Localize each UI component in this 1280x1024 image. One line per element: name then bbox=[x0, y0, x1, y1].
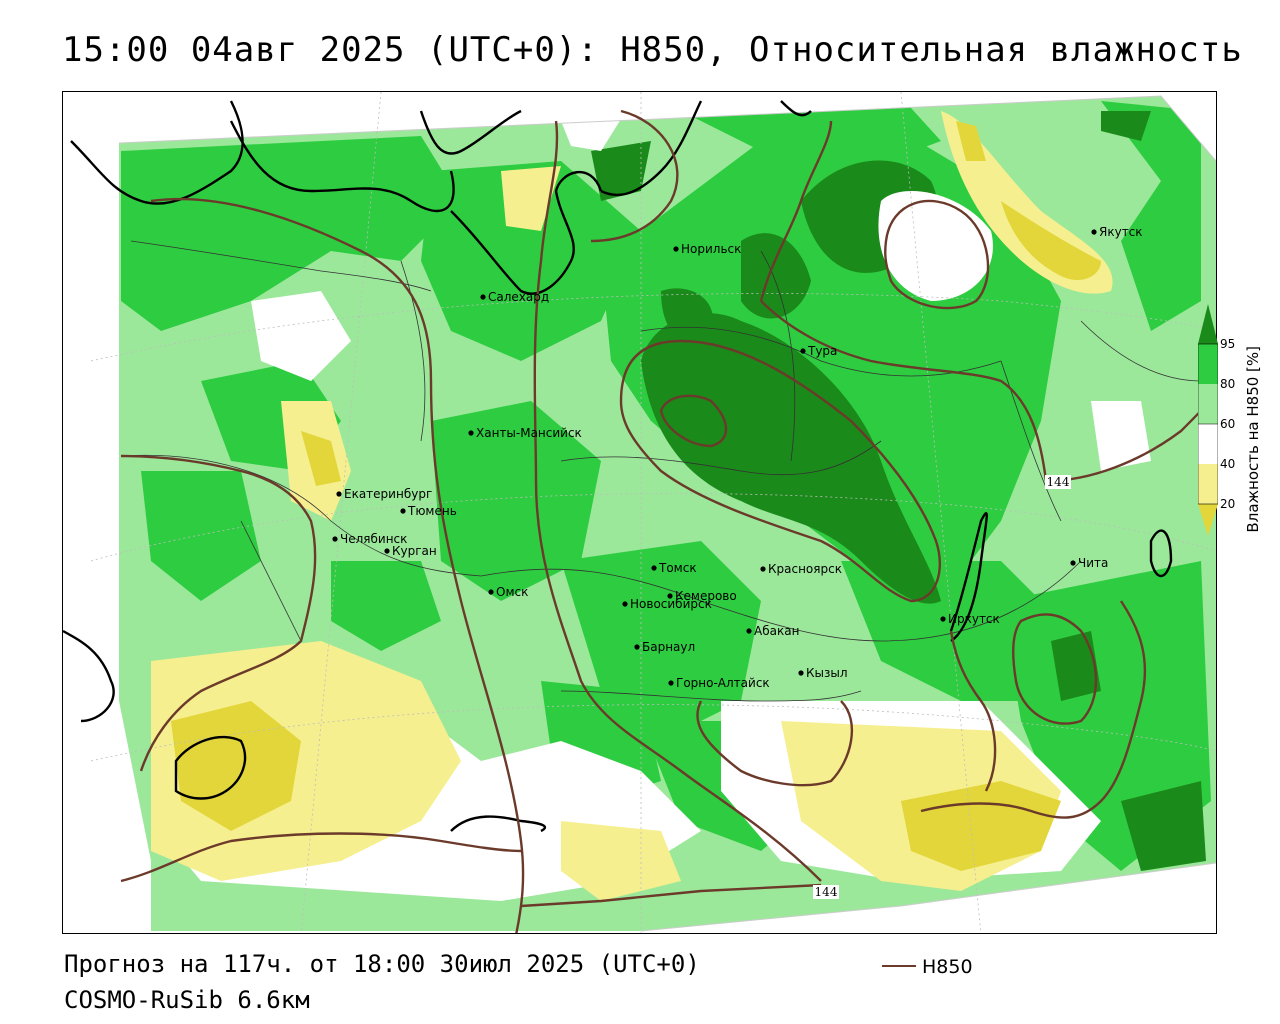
city-label: Кемерово bbox=[675, 589, 737, 603]
graticule bbox=[90, 92, 1216, 933]
city-dot bbox=[336, 491, 342, 497]
city-label: Томск bbox=[658, 561, 697, 575]
city-label: Тюмень bbox=[407, 504, 457, 518]
city-marker[interactable]: Челябинск bbox=[332, 532, 407, 546]
city-label: Иркутск bbox=[948, 612, 1000, 626]
h850-contours bbox=[120, 109, 1216, 933]
colorbar bbox=[1198, 304, 1218, 536]
city-label: Екатеринбург bbox=[344, 487, 432, 501]
contour-label: 144 bbox=[815, 885, 838, 899]
city-marker[interactable]: Ханты-Мансийск bbox=[468, 426, 582, 440]
city-label: Челябинск bbox=[340, 532, 407, 546]
contour-label-bg bbox=[813, 885, 839, 899]
city-label: Чита bbox=[1078, 556, 1108, 570]
model-info: COSMO-RuSib 6.6км bbox=[64, 986, 310, 1014]
city-marker[interactable]: Екатеринбург bbox=[336, 487, 432, 501]
city-dot bbox=[746, 628, 752, 634]
colorbar-title: Влажность на H850 [%] bbox=[1244, 346, 1262, 533]
colorbar-tick-40: 40 bbox=[1220, 457, 1236, 471]
city-dot bbox=[651, 565, 657, 571]
city-label: Тура bbox=[807, 344, 837, 358]
city-marker[interactable]: Норильск bbox=[673, 242, 741, 256]
city-label: Горно-Алтайск bbox=[676, 676, 770, 690]
colorbar-tick-60: 60 bbox=[1220, 417, 1236, 431]
city-dot bbox=[384, 548, 390, 554]
contour-swatch bbox=[882, 965, 916, 967]
forecast-info: Прогноз на 117ч. от 18:00 30июл 2025 (UT… bbox=[64, 950, 700, 978]
city-label: Новосибирск bbox=[630, 597, 712, 611]
city-label: Ханты-Мансийск bbox=[476, 426, 582, 440]
city-dot bbox=[332, 536, 338, 542]
city-label: Кызыл bbox=[806, 666, 848, 680]
city-label: Салехард bbox=[488, 290, 549, 304]
city-dot bbox=[400, 508, 406, 514]
city-marker[interactable]: Горно-Алтайск bbox=[668, 676, 770, 690]
city-dot bbox=[940, 616, 946, 622]
city-dot bbox=[1091, 229, 1097, 235]
admin-boundaries bbox=[120, 240, 1202, 702]
city-marker[interactable]: Курган bbox=[384, 544, 437, 558]
humidity-field bbox=[119, 96, 1216, 931]
city-marker[interactable]: Тура bbox=[800, 344, 837, 358]
city-label: Якутск bbox=[1099, 225, 1143, 239]
city-marker[interactable]: Красноярск bbox=[760, 562, 842, 576]
city-label: Норильск bbox=[681, 242, 741, 256]
weather-map[interactable]: 144 144 Якутск Норильск Салехард Тура Ханты-М… bbox=[62, 91, 1217, 934]
city-marker[interactable]: Томск bbox=[651, 561, 697, 575]
city-dot bbox=[668, 680, 674, 686]
page-title: 15:00 04авг 2025 (UTC+0): H850, Относите… bbox=[62, 30, 1243, 70]
city-group: Якутск Норильск Салехард Тура Ханты-Мансийск… bbox=[332, 225, 1143, 690]
contour-legend-label: H850 bbox=[922, 956, 973, 978]
city-label: Омск bbox=[496, 585, 528, 599]
coastlines bbox=[63, 100, 1173, 833]
city-dot bbox=[622, 601, 628, 607]
city-dot bbox=[488, 589, 494, 595]
city-marker[interactable]: Тюмень bbox=[400, 504, 457, 518]
city-dot bbox=[468, 430, 474, 436]
city-marker[interactable]: Салехард bbox=[480, 290, 549, 304]
city-label: Курган bbox=[392, 544, 437, 558]
city-marker[interactable]: Кызыл bbox=[798, 666, 848, 680]
city-label: Барнаул bbox=[642, 640, 695, 654]
city-dot bbox=[800, 348, 806, 354]
city-dot bbox=[673, 246, 679, 252]
colorbar-tick-80: 80 bbox=[1220, 377, 1236, 391]
city-marker[interactable]: Новосибирск bbox=[622, 597, 712, 611]
contour-legend: H850 bbox=[882, 956, 1280, 980]
city-marker[interactable]: Чита bbox=[1070, 556, 1108, 570]
city-dot bbox=[480, 294, 486, 300]
city-marker[interactable]: Абакан bbox=[746, 624, 799, 638]
city-label: Красноярск bbox=[768, 562, 842, 576]
city-dot bbox=[1070, 560, 1076, 566]
contour-label-group: 144 144 bbox=[813, 475, 1071, 899]
city-dot bbox=[798, 670, 804, 676]
city-marker[interactable]: Якутск bbox=[1091, 225, 1143, 239]
city-marker[interactable]: Иркутск bbox=[940, 612, 1000, 626]
colorbar-tick-95: 95 bbox=[1220, 337, 1236, 351]
contour-label-bg bbox=[1045, 475, 1071, 489]
city-dot bbox=[667, 593, 673, 599]
city-label: Абакан bbox=[754, 624, 799, 638]
city-dot bbox=[634, 644, 640, 650]
city-marker[interactable]: Барнаул bbox=[634, 640, 695, 654]
city-dot bbox=[760, 566, 766, 572]
city-marker[interactable]: Омск bbox=[488, 585, 528, 599]
colorbar-tick-20: 20 bbox=[1220, 497, 1236, 511]
contour-label: 144 bbox=[1047, 475, 1070, 489]
city-marker[interactable]: Кемерово bbox=[667, 589, 737, 603]
